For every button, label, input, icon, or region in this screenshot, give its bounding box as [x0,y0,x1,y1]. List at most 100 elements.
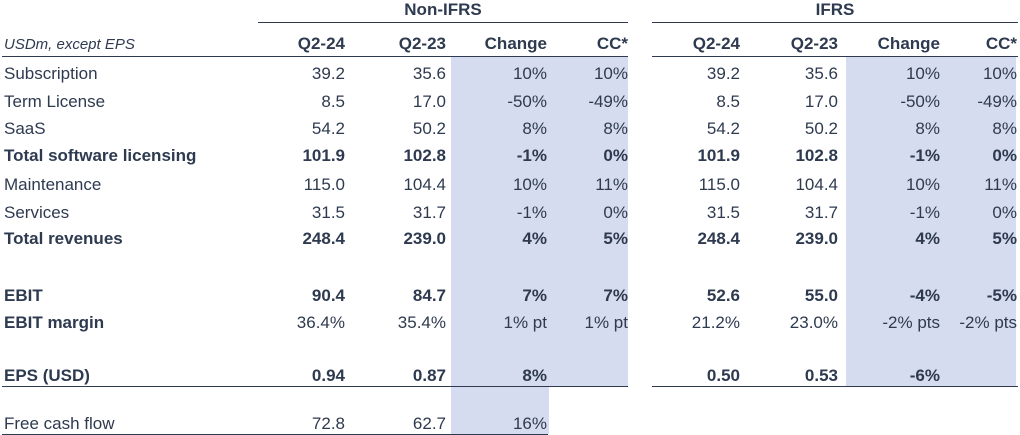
table-cell: -49% [588,92,628,111]
table-cell: 39.2 [706,64,740,83]
table-cell: 102.8 [403,146,446,165]
table-cell: -4% [909,286,940,305]
table-cell: 31.5 [706,203,740,222]
table-cell: 35.6 [412,64,446,83]
column-header: CC* [596,34,628,53]
table-cell: -1% [909,203,940,222]
table-cell: 7% [522,286,547,305]
table-cell: 50.2 [804,119,838,138]
unit-note: USDm, except EPS [4,36,135,53]
ifrs-change-shade [846,56,1016,386]
table-cell: 0.53 [804,366,838,385]
table-cell: 115.0 [698,175,740,194]
table-cell: 102.8 [795,146,838,165]
table-cell: 8.5 [716,92,740,111]
table-cell: 4% [915,229,940,248]
table-cell: 1% pt [584,313,628,332]
table-cell: 62.7 [412,414,446,433]
table-cell: 10% [905,175,940,194]
table-cell: 54.2 [311,119,345,138]
table-cell: 101.9 [302,146,345,165]
table-cell: 16% [512,414,547,433]
table-cell: 23.0% [789,313,838,332]
column-header: Q2-23 [398,34,446,53]
table-cell: 17.0 [804,92,838,111]
column-header: Q2-23 [790,34,838,53]
table-cell: 4% [522,229,547,248]
table-cell: 90.4 [311,286,345,305]
row-label: Services [4,203,70,222]
table-cell: 10% [512,175,547,194]
table-cell: 1% pt [503,313,547,332]
nonifrs-change-shade [451,56,628,386]
table-cell: -49% [977,92,1017,111]
table-cell: 8% [915,119,940,138]
table-cell: 239.0 [403,229,446,248]
table-cell: 35.4% [397,313,446,332]
table-cell: -1% [909,146,940,165]
column-header: Q2-24 [297,34,345,53]
table-cell: 11% [984,175,1017,194]
table-cell: 239.0 [795,229,838,248]
table-cell: 31.5 [311,203,345,222]
table-cell: 0% [992,146,1017,165]
table-cell: 8% [522,366,547,385]
table-cell: 0% [603,146,628,165]
row-label: Total revenues [4,229,123,248]
table-cell: 104.4 [403,175,446,194]
table-cell: 52.6 [706,286,740,305]
table-cell: 31.7 [804,203,838,222]
table-cell: 248.4 [697,229,740,248]
table-cell: 36.4% [296,313,345,332]
table-cell: 17.0 [412,92,446,111]
table-cell: 31.7 [412,203,446,222]
row-label: Total software licensing [4,146,197,165]
table-cell: 8% [522,119,547,138]
header-rule-right [652,56,1018,57]
table-cell: 0.87 [412,366,446,385]
table-cell: 39.2 [311,64,345,83]
table-cell: 115.0 [303,175,345,194]
table-cell: 84.7 [412,286,446,305]
row-label: SaaS [4,119,46,138]
row-label: EBIT margin [4,313,105,332]
table-cell: 8% [603,119,628,138]
group-heading-ifrs: IFRS [815,0,855,19]
table-cell: 7% [603,286,628,305]
fcf-change-shade [451,386,549,434]
header-rule-left [2,56,628,57]
table-cell: -50% [507,92,547,111]
table-cell: -50% [900,92,940,111]
table-cell: -1% [516,203,547,222]
table-cell: 21.2% [691,313,740,332]
table-cell: 5% [992,229,1017,248]
table-cell: 35.6 [804,64,838,83]
table-cell: 50.2 [412,119,446,138]
eps-rule-right [652,386,1018,387]
table-cell: 11% [595,175,628,194]
column-header: Change [484,34,547,53]
column-header: Q2-24 [692,34,740,53]
table-cell: 8.5 [321,92,345,111]
table-cell: 101.9 [697,146,740,165]
table-cell: 10% [905,64,940,83]
column-header: Change [877,34,940,53]
table-cell: 10% [512,64,547,83]
table-cell: 0% [992,203,1017,222]
table-cell: 5% [603,229,628,248]
table-cell: -2% pts [882,313,940,332]
row-label: Subscription [4,64,98,83]
column-header: CC* [985,34,1017,53]
table-cell: 0% [603,203,628,222]
table-cell: -5% [986,286,1017,305]
table-cell: 55.0 [804,286,838,305]
table-cell: -2% pts [959,313,1017,332]
table-cell: 10% [982,64,1017,83]
table-cell: -6% [909,366,940,385]
table-cell: 8% [992,119,1017,138]
row-label: Term License [4,92,106,111]
ifrs-group-rule [652,22,1018,23]
table-cell: 104.4 [795,175,838,194]
row-label: Maintenance [4,175,102,194]
